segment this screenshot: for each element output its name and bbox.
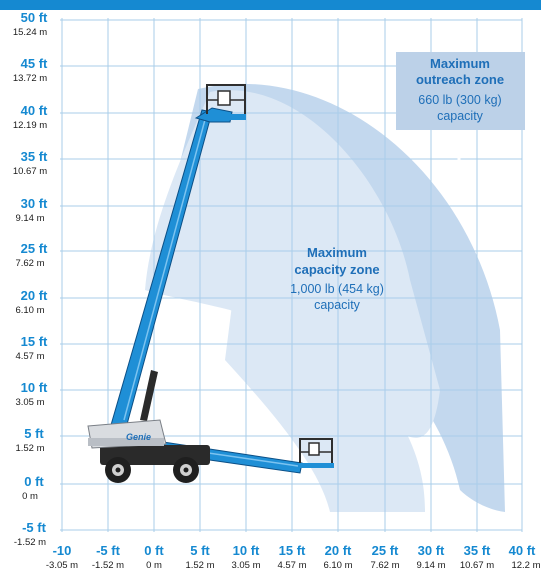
y-tick-m-label: -1.52 m bbox=[14, 537, 46, 548]
x-tick-ft-label: 40 ft bbox=[509, 543, 536, 558]
x-tick-ft-label: 35 ft bbox=[464, 543, 491, 558]
rear-wheel bbox=[105, 457, 131, 483]
y-tick-m-label: 4.57 m bbox=[15, 351, 44, 362]
x-tick-ft-label: 10 ft bbox=[233, 543, 260, 558]
brand-logo: Genie bbox=[126, 432, 151, 442]
x-tick-m-label: 6.10 m bbox=[323, 560, 352, 571]
y-tick-m-label: 6.10 m bbox=[15, 305, 44, 316]
x-tick-m-label: 12.2 m bbox=[511, 560, 540, 571]
x-tick-m-label: 0 m bbox=[146, 560, 162, 571]
capacity-zone-caption: capacity bbox=[314, 298, 361, 312]
y-tick-m-label: 10.67 m bbox=[13, 166, 47, 177]
x-tick-m-label: 1.52 m bbox=[185, 560, 214, 571]
y-tick-ft-label: 25 ft bbox=[21, 241, 48, 256]
x-tick-ft-label: -5 ft bbox=[96, 543, 121, 558]
outreach-zone-load: 660 lb (300 kg) bbox=[418, 93, 501, 107]
outreach-zone-title-2: outreach zone bbox=[416, 72, 504, 87]
x-tick-ft-label: 5 ft bbox=[190, 543, 210, 558]
y-tick-m-label: 9.14 m bbox=[15, 213, 44, 224]
y-tick-ft-label: 0 ft bbox=[24, 474, 44, 489]
x-tick-m-label: 3.05 m bbox=[231, 560, 260, 571]
boom-cylinder bbox=[140, 370, 158, 421]
x-tick-m-label: -1.52 m bbox=[92, 560, 124, 571]
y-tick-ft-label: 5 ft bbox=[24, 426, 44, 441]
y-tick-ft-label: 45 ft bbox=[21, 56, 48, 71]
capacity-zone-load: 1,000 lb (454 kg) bbox=[290, 282, 384, 296]
y-tick-m-label: 3.05 m bbox=[15, 397, 44, 408]
y-tick-m-label: 7.62 m bbox=[15, 258, 44, 269]
outreach-zone-caption: capacity bbox=[437, 109, 484, 123]
x-tick-ft-label: -10 bbox=[53, 543, 72, 558]
x-tick-ft-label: 30 ft bbox=[418, 543, 445, 558]
x-tick-ft-label: 25 ft bbox=[372, 543, 399, 558]
top-accent-bar bbox=[0, 0, 541, 10]
y-tick-m-label: 15.24 m bbox=[13, 27, 47, 38]
y-tick-m-label: 13.72 m bbox=[13, 73, 47, 84]
x-tick-m-label: -3.05 m bbox=[46, 560, 78, 571]
boom-lift-machine: Genie bbox=[87, 84, 334, 483]
y-tick-ft-label: 40 ft bbox=[21, 103, 48, 118]
y-tick-ft-label: 50 ft bbox=[21, 10, 48, 25]
outreach-zone-title-1: Maximum bbox=[430, 56, 490, 71]
front-wheel bbox=[173, 457, 199, 483]
y-tick-ft-label: 10 ft bbox=[21, 380, 48, 395]
capacity-zone-title-1: Maximum bbox=[307, 245, 367, 260]
x-tick-m-label: 10.67 m bbox=[460, 560, 494, 571]
x-tick-m-label: 9.14 m bbox=[416, 560, 445, 571]
upper-platform bbox=[206, 84, 246, 120]
capacity-zone-title-2: capacity zone bbox=[294, 262, 379, 277]
y-tick-m-label: 12.19 m bbox=[13, 120, 47, 131]
x-tick-ft-label: 15 ft bbox=[279, 543, 306, 558]
y-tick-ft-label: 15 ft bbox=[21, 334, 48, 349]
x-tick-ft-label: 0 ft bbox=[144, 543, 164, 558]
y-tick-ft-label: 20 ft bbox=[21, 288, 48, 303]
x-tick-m-label: 4.57 m bbox=[277, 560, 306, 571]
capacity-zone-lower bbox=[225, 305, 425, 512]
y-tick-ft-label: -5 ft bbox=[22, 520, 47, 535]
x-tick-ft-label: 20 ft bbox=[325, 543, 352, 558]
outreach-zone-label-box bbox=[396, 52, 525, 130]
y-tick-m-label: 0 m bbox=[22, 491, 38, 502]
y-axis-tick-labels: 50 ft 15.24 m 45 ft 13.72 m 40 ft 12.19 m 35 f… bbox=[13, 10, 48, 548]
x-tick-m-label: 7.62 m bbox=[370, 560, 399, 571]
lower-platform bbox=[298, 438, 334, 468]
x-axis-tick-labels: -10 -3.05 m -5 ft -1.52 m 0 ft 0 m 5 ft 1.52 m 1… bbox=[46, 543, 541, 571]
y-tick-ft-label: 35 ft bbox=[21, 149, 48, 164]
y-tick-m-label: 1.52 m bbox=[15, 443, 44, 454]
y-tick-ft-label: 30 ft bbox=[21, 196, 48, 211]
